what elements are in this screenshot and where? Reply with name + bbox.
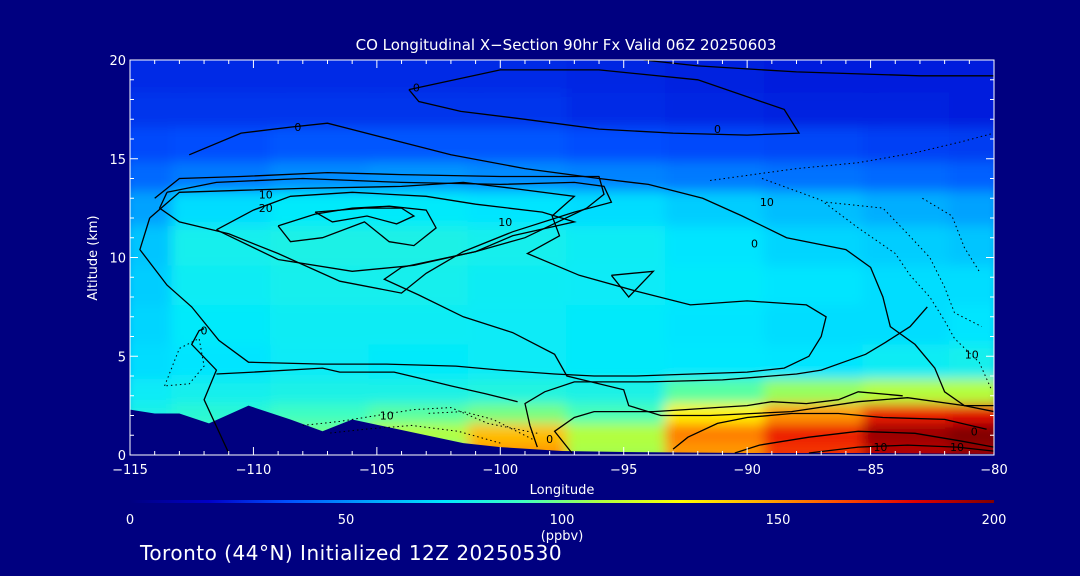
x-tick-label: −105: [359, 463, 395, 478]
contour-line-dashed: [710, 132, 994, 181]
contour-label: 10: [380, 410, 394, 423]
contour-label: 0: [751, 238, 758, 251]
contour-line: [216, 367, 518, 403]
heatmap-cell: [467, 60, 583, 93]
colorbar-tick-label: 100: [550, 513, 575, 528]
y-tick-label: 20: [109, 54, 126, 69]
contour-line: [188, 122, 994, 413]
colorbar-ticks: 0 50 100 150 200: [126, 513, 1007, 528]
colorbar-tick-label: 0: [126, 513, 134, 528]
contour-line: [524, 306, 928, 448]
colorbar-tick-label: 150: [766, 513, 791, 528]
contour-line-dashed: [922, 197, 980, 272]
colorbar: 0 50 100 150 200 (ppbv): [126, 500, 1007, 544]
y-axis: 0 5 10 15 20: [109, 54, 994, 464]
contour-line: [190, 327, 230, 454]
contour-line-dashed: [826, 201, 982, 328]
heatmap-cell: [368, 60, 484, 93]
y-tick-label: 10: [109, 252, 126, 267]
colorbar-tick-label: 200: [982, 513, 1007, 528]
contour-line: [158, 177, 613, 294]
contour-line: [734, 430, 994, 454]
contour-label: 0: [294, 121, 301, 134]
contour-line: [553, 391, 903, 454]
x-axis: −115 −110 −105 −100 −95 −90 −85 −80: [112, 60, 1008, 478]
terrain-fill: [130, 405, 994, 455]
contour-label: 10: [259, 188, 273, 201]
x-tick-label: −90: [733, 463, 760, 478]
contour-label: 0: [201, 325, 208, 338]
contour-line: [314, 207, 416, 225]
terrain-mask: [130, 405, 994, 455]
contour-label: 10: [873, 441, 887, 454]
contour-label: 0: [413, 82, 420, 95]
contour-line-dashed: [327, 424, 501, 444]
y-tick-label: 0: [118, 449, 126, 464]
x-axis-label: Longitude: [530, 483, 595, 498]
chart-title: CO Longitudinal X−Section 90hr Fx Valid …: [356, 36, 777, 54]
contour-line: [808, 444, 994, 454]
contour-label: 0: [546, 433, 553, 446]
contour-line-dashed: [164, 337, 205, 387]
y-tick-label: 5: [118, 350, 126, 365]
contour-label: 0: [714, 123, 721, 136]
contour-line: [643, 60, 994, 77]
x-tick-label: −110: [236, 463, 272, 478]
contour-label: 10: [965, 348, 979, 361]
y-axis-label: Altitude (km): [86, 215, 101, 300]
contour-line: [154, 171, 994, 417]
contour-line: [139, 181, 827, 377]
contour-lines: [139, 60, 994, 454]
contour-label: 10: [950, 441, 964, 454]
y-tick-label: 15: [109, 153, 126, 168]
x-tick-label: −85: [857, 463, 884, 478]
contour-line: [408, 69, 801, 136]
footer-init-text: Toronto (44°N) Initialized 12Z 20250530: [140, 541, 563, 565]
contour-line-dashed: [302, 407, 538, 434]
contour-line-dashed: [426, 411, 533, 440]
heatmap-cell: [763, 60, 879, 93]
contour-label: 0: [971, 425, 978, 438]
contour-line: [672, 412, 987, 450]
colorbar-gradient: [130, 500, 994, 503]
contour-line: [216, 191, 577, 272]
contour-label: 20: [259, 202, 273, 215]
x-tick-label: −80: [980, 463, 1007, 478]
heatmap-cell: [665, 60, 780, 93]
heatmap-cell: [171, 60, 287, 93]
colorbar-tick-label: 50: [338, 513, 355, 528]
contour-label: 10: [498, 216, 512, 229]
x-tick-label: −115: [112, 463, 148, 478]
x-tick-label: −95: [610, 463, 637, 478]
contour-label: 10: [760, 196, 774, 209]
contour-line-dashed: [761, 178, 992, 391]
colorbar-units: (ppbv): [541, 529, 584, 544]
heatmap-cell: [270, 60, 385, 93]
x-tick-label: −100: [482, 463, 518, 478]
